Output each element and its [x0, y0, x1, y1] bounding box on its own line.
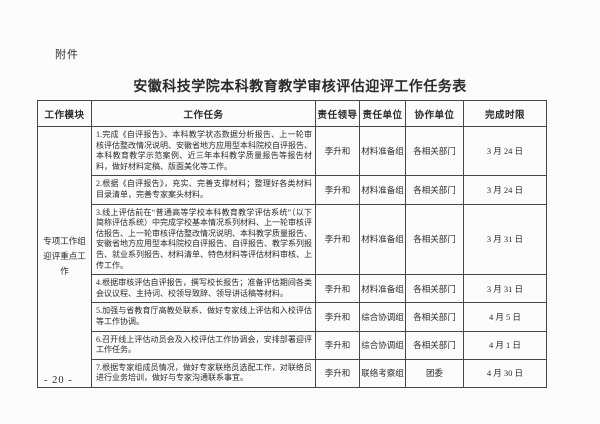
unit-cell: 综合协调组 — [359, 302, 406, 332]
unit-cell: 材料准备组 — [359, 125, 406, 177]
leader-cell: 李升和 — [315, 302, 360, 332]
collaborator-cell: 各相关部门 — [405, 330, 464, 360]
collaborator-cell: 各相关部门 — [405, 274, 464, 304]
deadline-cell: 4 月 5 日 — [463, 302, 547, 332]
header-unit: 责任单位 — [359, 100, 406, 127]
deadline-cell: 4 月 1 日 — [463, 330, 547, 360]
task-table-header: 工作模块 工作任务 责任领导 责任单位 协作单位 完成时限 — [37, 100, 547, 127]
task-cell: 5.加强与省教育厅高教处联系、做好专家线上评估和入校评估等工作协调。 — [91, 302, 316, 332]
collaborator-cell: 各相关部门 — [405, 203, 464, 276]
table-row: 6.召开线上评估动员会及入校评估工作协调会，安排部署迎评工作任务。 李升和 综合协调… — [38, 330, 547, 360]
unit-cell: 综合协调组 — [359, 330, 406, 360]
task-cell: 7.根据专家组成员情况，做好专家联络员选配工作，对联络员进行业务培训，做好与专家… — [91, 358, 316, 388]
task-cell: 3.线上评估前在“普通高等学校本科教育教学评估系统”（以下简称评估系统）中完成学… — [91, 203, 316, 276]
deadline-cell: 4 月 30 日 — [463, 358, 547, 388]
task-cell: 6.召开线上评估动员会及入校评估工作协调会，安排部署迎评工作任务。 — [91, 330, 316, 360]
table-row: 5.加强与省教育厅高教处联系、做好专家线上评估和入校评估等工作协调。 李升和 综合协… — [38, 302, 547, 332]
leader-cell: 李升和 — [315, 125, 360, 177]
task-cell: 2.根据《自评报告》，充实、完善支撑材料；整理好各类材料目录清单，完善专家案头材… — [91, 175, 316, 205]
header-task: 工作任务 — [91, 100, 316, 127]
collaborator-cell: 团委 — [405, 358, 464, 388]
table-row: 4.根据审核评估自评报告，撰写校长报告；准备评估期间各类会议议程、主持词、校领导… — [38, 274, 547, 304]
table-row: 3.线上评估前在“普通高等学校本科教育教学评估系统”（以下简称评估系统）中完成学… — [38, 203, 547, 276]
header-deadline: 完成时限 — [463, 100, 547, 127]
leader-cell: 李升和 — [315, 358, 360, 388]
attachment-label: 附件 — [55, 49, 79, 61]
unit-cell: 材料准备组 — [359, 274, 406, 304]
task-cell: 1.完成《自评报告》、本科教学状态数据分析报告、上一轮审核评估整改情况说明、安徽… — [91, 125, 316, 177]
unit-cell: 联络考察组 — [359, 358, 406, 388]
module-line: 专项工作组 — [43, 236, 86, 247]
task-table-body: 专项工作组 迎评重点工作 1.完成《自评报告》、本科教学状态数据分析报告、上一轮审核… — [37, 125, 547, 388]
collaborator-cell: 各相关部门 — [405, 175, 464, 205]
deadline-cell: 3 月 31 日 — [463, 203, 547, 276]
module-line: 迎评重点工作 — [43, 251, 86, 277]
table-row: 7.根据专家组成员情况，做好专家联络员选配工作，对联络员进行业务培训，做好与专家… — [38, 358, 547, 388]
leader-cell: 李升和 — [315, 175, 360, 205]
table-row: 2.根据《自评报告》，充实、完善支撑材料；整理好各类材料目录清单，完善专家案头材… — [38, 175, 547, 205]
collaborator-cell: 各相关部门 — [405, 125, 464, 177]
unit-cell: 材料准备组 — [359, 203, 406, 276]
task-table: 工作模块 工作任务 责任领导 责任单位 协作单位 完成时限 专项工作组迎评重点工… — [37, 100, 547, 388]
deadline-cell: 3 月 24 日 — [463, 125, 547, 177]
task-cell: 4.根据审核评估自评报告，撰写校长报告；准备评估期间各类会议议程、主持词、校领导… — [91, 274, 316, 304]
unit-cell: 材料准备组 — [359, 175, 406, 205]
deadline-cell: 3 月 24 日 — [463, 175, 547, 205]
deadline-cell: 3 月 31 日 — [463, 274, 547, 304]
header-row: 工作模块 工作任务 责任领导 责任单位 协作单位 完成时限 — [37, 100, 547, 127]
leader-cell: 李升和 — [315, 274, 360, 304]
header-collaborator: 协作单位 — [405, 100, 464, 127]
page-title: 安徽科技学院本科教育教学审核评估迎评工作任务表 — [133, 80, 467, 95]
header-module: 工作模块 — [37, 100, 92, 127]
leader-cell: 李升和 — [315, 203, 360, 276]
module-cell: 专项工作组迎评重点工作 — [37, 126, 92, 388]
leader-cell: 李升和 — [315, 330, 360, 360]
page-number: - 20 - — [44, 375, 73, 386]
header-leader: 责任领导 — [315, 100, 360, 127]
table-row: 专项工作组 迎评重点工作 1.完成《自评报告》、本科教学状态数据分析报告、上一轮审核… — [37, 125, 547, 388]
collaborator-cell: 各相关部门 — [405, 302, 464, 332]
